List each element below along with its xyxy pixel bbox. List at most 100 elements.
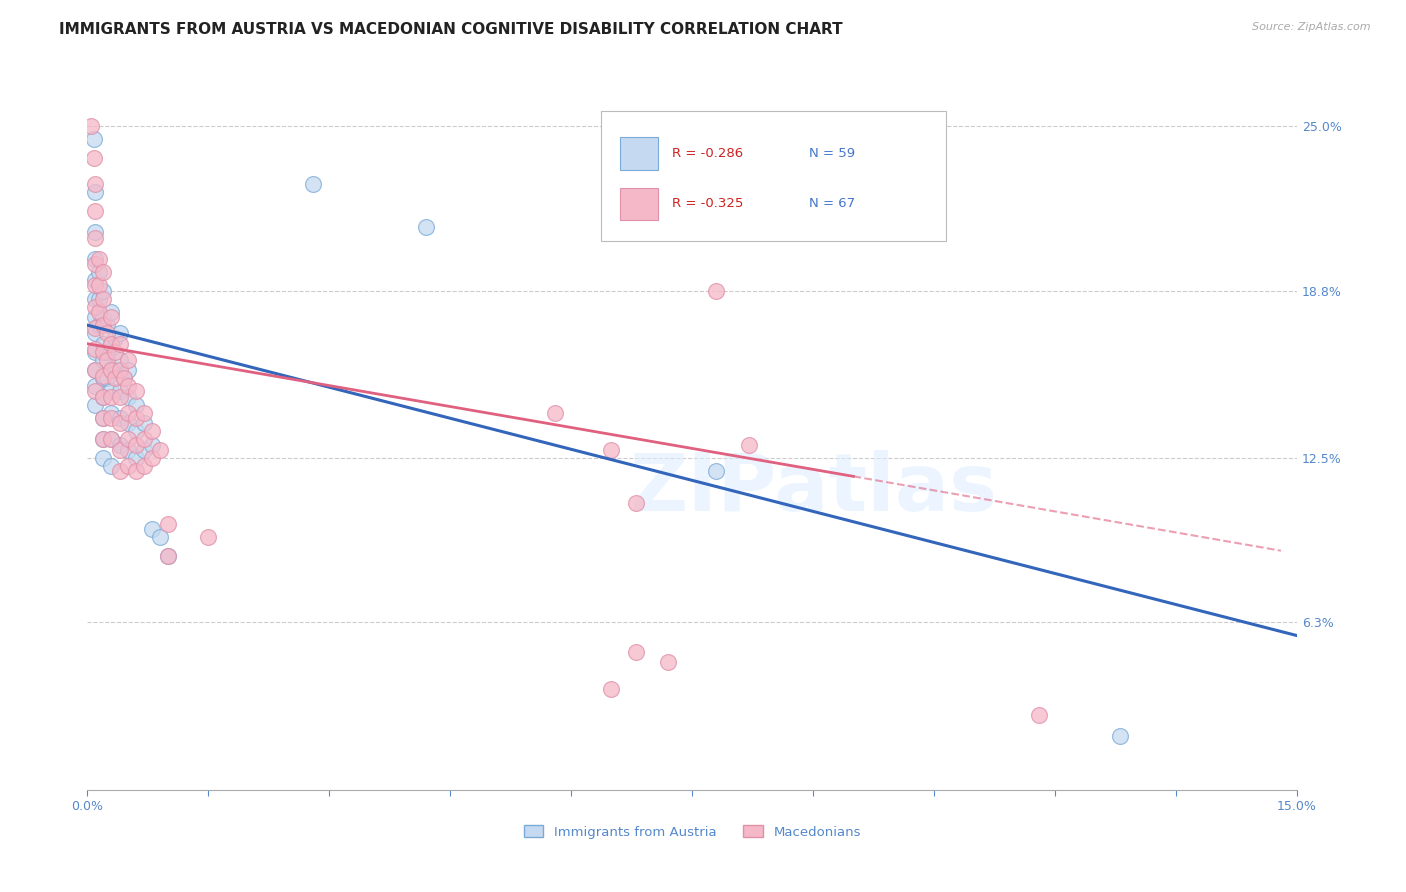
Point	[104, 363, 127, 377]
Point	[156, 549, 179, 563]
Point	[1108, 730, 1130, 744]
Bar	[620, 137, 658, 169]
Point	[100, 336, 122, 351]
Point	[96, 352, 118, 367]
Point	[108, 384, 131, 399]
Point	[124, 450, 146, 465]
Point	[117, 352, 139, 367]
Point	[737, 437, 759, 451]
Point	[84, 278, 107, 293]
Point	[83, 132, 105, 146]
Point	[124, 398, 146, 412]
Point	[84, 310, 107, 325]
Point	[100, 305, 122, 319]
Point	[704, 464, 727, 478]
Point	[100, 432, 122, 446]
Point	[156, 549, 179, 563]
Point	[141, 523, 163, 537]
Point	[96, 318, 118, 332]
Point	[84, 186, 107, 200]
Point	[93, 411, 115, 425]
Point	[149, 442, 172, 457]
Point	[89, 305, 111, 319]
Point	[197, 530, 219, 544]
Point	[124, 384, 146, 399]
Point	[93, 371, 115, 385]
Point	[117, 363, 139, 377]
Point	[93, 432, 115, 446]
Point	[93, 368, 115, 383]
Text: R = -0.286: R = -0.286	[672, 147, 742, 160]
Point	[112, 371, 135, 385]
Point	[84, 252, 107, 266]
Point	[89, 252, 111, 266]
Point	[100, 406, 122, 420]
Point	[124, 464, 146, 478]
Point	[108, 442, 131, 457]
Point	[132, 417, 155, 431]
Point	[93, 411, 115, 425]
Point	[84, 300, 107, 314]
Point	[124, 437, 146, 451]
Point	[96, 344, 118, 359]
Point	[84, 292, 107, 306]
Point	[156, 517, 179, 532]
Point	[600, 442, 623, 457]
Point	[84, 363, 107, 377]
Point	[302, 178, 325, 192]
Point	[84, 344, 107, 359]
Point	[93, 318, 115, 332]
Point	[108, 390, 131, 404]
Point	[657, 655, 679, 669]
Point	[84, 230, 107, 244]
Point	[93, 284, 115, 298]
Point	[83, 151, 105, 165]
Point	[100, 336, 122, 351]
Point	[544, 406, 567, 420]
Point	[84, 178, 107, 192]
Point	[117, 432, 139, 446]
Point	[93, 390, 115, 404]
Point	[141, 437, 163, 451]
Point	[100, 363, 122, 377]
Point	[84, 379, 107, 393]
Point	[89, 265, 111, 279]
Point	[93, 432, 115, 446]
Point	[104, 331, 127, 345]
Point	[93, 336, 115, 351]
Point	[132, 458, 155, 473]
Point	[84, 326, 107, 340]
Point	[117, 458, 139, 473]
Point	[141, 424, 163, 438]
Point	[124, 411, 146, 425]
Point	[93, 265, 115, 279]
Point	[89, 292, 111, 306]
Point	[117, 417, 139, 431]
Point	[149, 530, 172, 544]
Point	[84, 363, 107, 377]
Point	[84, 204, 107, 219]
Point	[84, 225, 107, 239]
Point	[100, 390, 122, 404]
Point	[93, 292, 115, 306]
Text: N = 67: N = 67	[810, 197, 856, 210]
Text: N = 59: N = 59	[810, 147, 856, 160]
Point	[600, 681, 623, 696]
Point	[89, 318, 111, 332]
Point	[96, 326, 118, 340]
Point	[624, 496, 647, 510]
Point	[104, 344, 127, 359]
Point	[112, 371, 135, 385]
Point	[100, 363, 122, 377]
Point	[117, 406, 139, 420]
Point	[117, 442, 139, 457]
Text: R = -0.325: R = -0.325	[672, 197, 742, 210]
Text: ZIPatlas: ZIPatlas	[628, 450, 997, 527]
Point	[96, 371, 118, 385]
Point	[117, 390, 139, 404]
Point	[84, 257, 107, 271]
Point	[108, 464, 131, 478]
Point	[100, 411, 122, 425]
Point	[624, 644, 647, 658]
Point	[141, 450, 163, 465]
